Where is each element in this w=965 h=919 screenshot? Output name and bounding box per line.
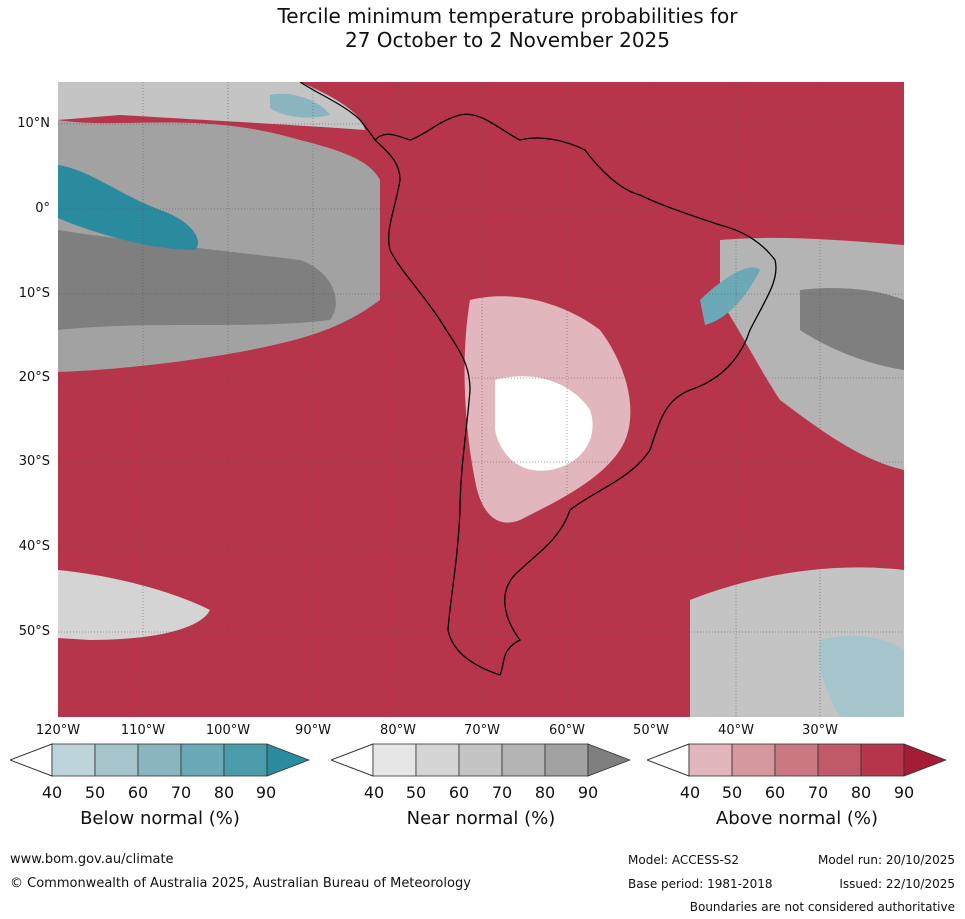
- colorbar-swatch: [415, 743, 460, 777]
- lon-label-70w: 70°W: [464, 723, 500, 738]
- probability-map: [58, 82, 904, 717]
- legend-near-normal: [331, 740, 631, 780]
- lon-label-80w: 80°W: [380, 723, 416, 738]
- below-normal-light-region-north: [270, 93, 330, 118]
- colorbar-swatch-max: [266, 743, 310, 777]
- footer-model-run: Model run: 20/10/2025: [817, 853, 955, 867]
- colorbar-swatch: [223, 743, 268, 777]
- footer-copyright: © Commonwealth of Australia 2025, Austra…: [10, 876, 471, 891]
- lon-label-90w: 90°W: [295, 723, 331, 738]
- colorbar-swatch: [372, 743, 417, 777]
- lat-label-10n: 10°N: [17, 116, 50, 131]
- lon-label-50w: 50°W: [633, 723, 669, 738]
- tick-below-70: 70: [170, 783, 192, 802]
- colorbar-swatch-white: [10, 743, 53, 777]
- near-normal-dark-region-west-pacific: [58, 230, 336, 330]
- tick-below-40: 40: [41, 783, 63, 802]
- tick-above-90: 90: [893, 783, 915, 802]
- tick-below-90: 90: [255, 783, 277, 802]
- footer-model: Model: ACCESS-S2: [628, 853, 740, 867]
- graticule: [58, 82, 904, 717]
- lat-label-10s: 10°S: [18, 286, 50, 301]
- colorbar-swatch: [731, 743, 776, 777]
- colorbar-swatch-white: [647, 743, 690, 777]
- tick-above-60: 60: [764, 783, 786, 802]
- tick-above-50: 50: [721, 783, 743, 802]
- lon-label-60w: 60°W: [549, 723, 585, 738]
- lon-label-100w: 100°W: [205, 723, 251, 738]
- central-america-coastline: [299, 82, 376, 141]
- title-line-1: Tercile minimum temperature probabilitie…: [277, 4, 738, 28]
- tick-near-50: 50: [405, 783, 427, 802]
- colorbar-swatch: [180, 743, 225, 777]
- lon-label-30w: 30°W: [802, 723, 838, 738]
- tick-near-70: 70: [491, 783, 513, 802]
- colorbar-near-normal: [331, 743, 631, 777]
- tick-near-60: 60: [448, 783, 470, 802]
- near-normal-white-region-continent: [495, 376, 593, 471]
- south-america-coastline: [374, 113, 777, 676]
- tick-above-80: 80: [850, 783, 872, 802]
- below-normal-region-brazil-coast: [700, 267, 760, 325]
- colorbar-swatch: [544, 743, 589, 777]
- colorbar-swatch: [137, 743, 182, 777]
- near-normal-dark-region-atlantic: [800, 288, 904, 370]
- tick-below-60: 60: [127, 783, 149, 802]
- footer-issued: Issued: 22/10/2025: [839, 877, 955, 891]
- legend-below-normal: [10, 740, 310, 780]
- colorbar-swatch-max: [903, 743, 947, 777]
- legend-title-above-normal: Above normal (%): [715, 808, 879, 829]
- tick-near-80: 80: [534, 783, 556, 802]
- below-normal-region-south-atlantic: [818, 635, 904, 717]
- near-normal-light-region-north-pacific: [58, 82, 365, 130]
- footer-url: www.bom.gov.au/climate: [10, 852, 174, 867]
- tick-above-70: 70: [807, 783, 829, 802]
- colorbar-swatch: [774, 743, 819, 777]
- lon-label-110w: 110°W: [120, 723, 166, 738]
- lon-label-120w: 120°W: [35, 723, 81, 738]
- tick-below-50: 50: [84, 783, 106, 802]
- colorbar-swatch-white: [331, 743, 374, 777]
- colorbar-swatch: [51, 743, 96, 777]
- colorbar-swatch: [458, 743, 503, 777]
- lat-label-40s: 40°S: [18, 539, 50, 554]
- lat-label-50s: 50°S: [18, 624, 50, 639]
- colorbar-below-normal: [10, 743, 310, 777]
- colorbar-swatch: [94, 743, 139, 777]
- tick-above-40: 40: [679, 783, 701, 802]
- lat-label-20s: 20°S: [18, 370, 50, 385]
- colorbar-swatch: [688, 743, 733, 777]
- lat-label-0: 0°: [35, 201, 50, 216]
- footer-base-period: Base period: 1981-2018: [628, 877, 773, 891]
- legend-above-normal: [647, 740, 947, 780]
- footer-disclaimer: Boundaries are not considered authoritat…: [689, 900, 955, 914]
- colorbar-above-normal: [647, 743, 947, 777]
- lat-label-30s: 30°S: [18, 454, 50, 469]
- legend-title-below-normal: Below normal (%): [80, 808, 240, 829]
- tick-below-80: 80: [213, 783, 235, 802]
- map-title: Tercile minimum temperature probabilitie…: [0, 4, 965, 52]
- colorbar-swatch-max: [587, 743, 631, 777]
- below-normal-region-pacific: [58, 165, 199, 250]
- tick-near-40: 40: [363, 783, 385, 802]
- colorbar-swatch: [817, 743, 862, 777]
- tick-near-90: 90: [577, 783, 599, 802]
- lon-label-40w: 40°W: [718, 723, 754, 738]
- legend-title-near-normal: Near normal (%): [406, 808, 556, 829]
- colorbar-swatch: [860, 743, 905, 777]
- near-normal-region-south-pacific: [58, 570, 210, 640]
- colorbar-swatch: [501, 743, 546, 777]
- title-line-2: 27 October to 2 November 2025: [344, 28, 671, 52]
